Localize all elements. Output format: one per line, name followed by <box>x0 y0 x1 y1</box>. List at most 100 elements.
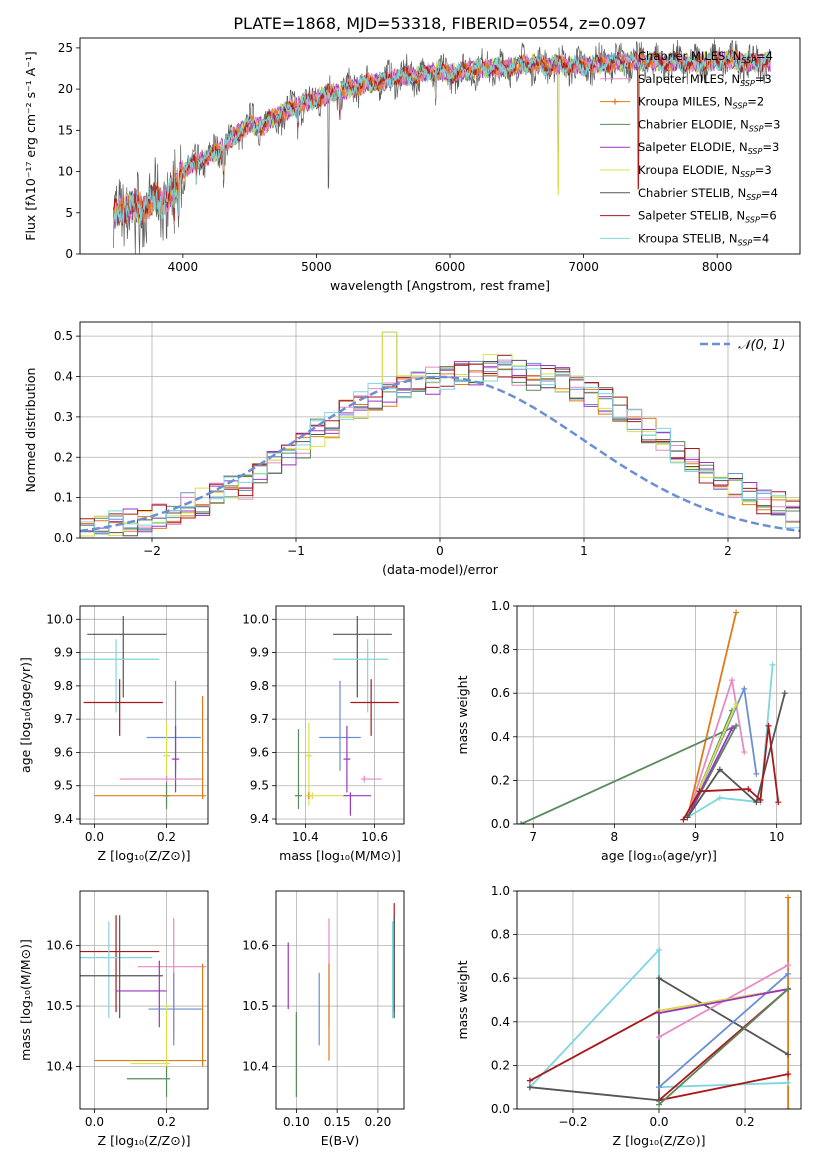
weight-line-chabrier_elodie <box>658 988 789 1106</box>
x-tick-label: 0.0 <box>85 1115 104 1129</box>
y-tick-label: 9.4 <box>250 812 269 826</box>
legend-label: Salpeter STELIB, NSSP=6 <box>638 209 777 225</box>
weight-vs-age-plot <box>518 609 788 824</box>
weight-point-salpeter_miles <box>656 1034 662 1041</box>
weight-point-salpeter_stelib <box>696 788 703 795</box>
y-tick-label: 9.7 <box>54 712 73 726</box>
x-tick-label: 1 <box>580 544 588 558</box>
weight-point-kroupa_miles <box>733 609 740 616</box>
y-tick-label: 15 <box>58 123 73 137</box>
x-tick-label: 0.15 <box>324 1115 351 1129</box>
weight-point-chabrier_elodie <box>656 1101 662 1108</box>
weight-point-chabrier_stelib <box>716 766 723 773</box>
weight-point-salpeter_stelib <box>745 786 752 793</box>
x-tick-label: 6000 <box>435 260 466 274</box>
y-tick-label: 9.9 <box>54 646 73 660</box>
axes-frame <box>79 321 801 539</box>
weight-point-salpeter_miles <box>785 962 792 969</box>
weight-point-kroupa_miles <box>785 1106 792 1109</box>
x-axis-label: age [log₁₀(age/yr)] <box>601 848 717 863</box>
y-tick-label: 0.8 <box>491 928 510 942</box>
weight-point-salpeter_stelib <box>680 816 687 823</box>
x-tick-label: 4000 <box>168 260 199 274</box>
weight-point-salpeter_miles <box>741 749 748 756</box>
legend-label: Chabrier STELIB, NSSP=4 <box>638 186 778 202</box>
mass-vs-Z-plot <box>80 915 207 1097</box>
weight-line-kroupa_miles <box>686 612 737 818</box>
x-tick-label: 5000 <box>301 260 332 274</box>
y-tick-label: 0.6 <box>491 686 510 700</box>
residuals-plot <box>80 331 800 538</box>
x-tick-label: 8 <box>611 830 619 844</box>
legend-label: Kroupa STELIB, NSSP=4 <box>638 231 769 247</box>
weight-line-salpeter_elodie <box>658 988 789 1014</box>
y-axis-label: age [log₁₀(age/yr)] <box>18 657 33 773</box>
weight-point-kroupa_stelib <box>656 946 662 953</box>
x-axis-label: (data-model)/error <box>382 562 499 577</box>
x-axis-label: Z [log₁₀(Z/Z⊙)] <box>613 1133 706 1148</box>
y-tick-label: 10.4 <box>242 1060 269 1074</box>
y-tick-label: 9.8 <box>250 679 269 693</box>
weight-vs-Z-axes: −0.2 0.0 0.2 0.0 0.2 0.4 0.6 0.8 1.0 Z [log₁₀(Z/Z… <box>455 884 802 1148</box>
weight-point-chabrier_miles <box>753 770 760 777</box>
x-tick-label: 0.20 <box>365 1115 392 1129</box>
weight-vs-age-axes: 7 8 9 10 0.0 0.2 0.4 0.6 0.8 1.0 age [log₁₀(age/yr… <box>455 599 802 863</box>
weight-point-salpeter_miles <box>729 677 736 684</box>
x-tick-label: 0.2 <box>157 1115 176 1129</box>
legend-label: Chabrier MILES, NSSP=4 <box>638 49 773 65</box>
weight-point-salpeter_stelib <box>785 1071 792 1078</box>
legend-label: Salpeter ELODIE, NSSP=3 <box>638 140 779 156</box>
y-tick-label: 10.4 <box>46 1060 73 1074</box>
y-tick-label: 0.5 <box>54 329 73 343</box>
histogram-kroupa_stelib <box>80 363 800 538</box>
y-tick-label: 9.6 <box>250 745 269 759</box>
x-tick-label: 7000 <box>568 260 599 274</box>
weight-point-salpeter_stelib <box>775 799 782 806</box>
weight-point-chabrier_elodie <box>733 722 740 729</box>
weight-point-chabrier_stelib <box>785 1051 792 1058</box>
age-vs-Z-axes: 0.0 0.2 9.4 9.5 9.6 9.7 9.8 9.9 10.0 Z [log₁₀(Z/Z… <box>18 605 209 863</box>
x-tick-label: 9 <box>692 830 700 844</box>
spectrum-axes: 4000 5000 6000 7000 8000 0 5 10 15 20 25 wavelength… <box>23 37 801 293</box>
weight-point-chabrier_miles <box>656 1084 662 1091</box>
age-vs-Z-plot <box>80 615 207 810</box>
y-tick-label: 10.0 <box>46 612 73 626</box>
spectrum-plot <box>113 39 771 254</box>
weight-point-kroupa_stelib <box>769 661 776 668</box>
x-tick-label: 10.4 <box>292 830 319 844</box>
x-tick-label: 0 <box>436 544 444 558</box>
y-tick-label: 0.1 <box>54 491 73 505</box>
y-tick-label: 5 <box>65 206 73 220</box>
y-axis-label: Normed distribution <box>23 368 38 493</box>
y-tick-label: 0 <box>65 247 73 261</box>
x-tick-label: 0.10 <box>283 1115 310 1129</box>
x-tick-label: −0.2 <box>558 1115 587 1129</box>
weight-point-salpeter_stelib <box>757 797 764 804</box>
weight-line-kroupa_stelib <box>686 664 774 819</box>
axes-frame <box>516 890 802 1110</box>
x-axis-label: Z [log₁₀(Z/Z⊙)] <box>98 848 191 863</box>
y-tick-label: 10.5 <box>242 999 269 1013</box>
y-axis-label: mass [log₁₀(M/M⊙)] <box>18 939 33 1061</box>
weight-point-salpeter_stelib <box>765 722 772 729</box>
x-tick-label: −1 <box>287 544 305 558</box>
x-tick-label: 8000 <box>702 260 733 274</box>
weight-point-chabrier_stelib <box>656 975 662 982</box>
weight-point-salpeter_elodie <box>729 725 736 732</box>
axes-frame <box>275 890 405 1110</box>
y-tick-label: 9.5 <box>54 779 73 793</box>
y-tick-label: 0.2 <box>491 1058 510 1072</box>
legend-label: Salpeter MILES, NSSP=3 <box>638 72 772 88</box>
y-tick-label: 10.0 <box>242 612 269 626</box>
weight-point-chabrier_elodie <box>785 986 792 993</box>
weight-point-chabrier_stelib <box>526 1084 533 1091</box>
normal-curve <box>80 375 800 533</box>
weight-point-kroupa_elodie <box>733 701 740 708</box>
y-tick-label: 1.0 <box>491 599 510 613</box>
y-tick-label: 9.7 <box>250 712 269 726</box>
legend-normal-label: 𝒩(0, 1) <box>738 338 785 353</box>
axes-frame <box>79 605 209 825</box>
y-tick-label: 0.3 <box>54 410 73 424</box>
y-tick-label: 0.8 <box>491 643 510 657</box>
